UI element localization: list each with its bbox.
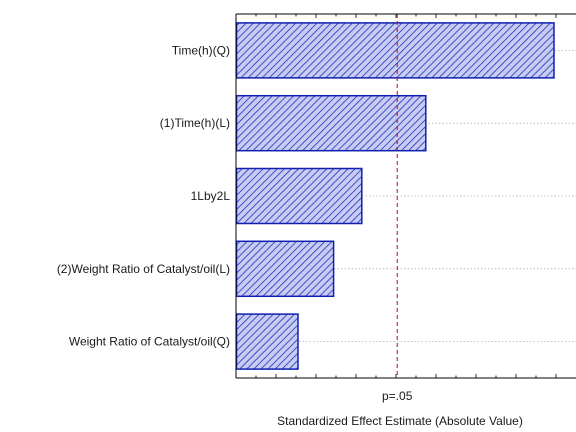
reference-line-label: p=.05 — [382, 389, 413, 403]
bar — [235, 167, 363, 225]
bar — [235, 313, 299, 370]
x-axis-title: Standardized Effect Estimate (Absolute V… — [277, 414, 523, 428]
category-label: Weight Ratio of Catalyst/oil(Q) — [69, 335, 230, 349]
plot-frame — [235, 13, 576, 379]
bar — [235, 240, 335, 298]
bar — [235, 22, 555, 79]
category-label: 1Lby2L — [191, 189, 231, 203]
category-label: (2)Weight Ratio of Catalyst/oil(L) — [57, 262, 230, 276]
category-labels: Time(h)(Q) (1)Time(h)(L) 1Lby2L (2)Weight R… — [57, 43, 231, 348]
reference-line-group: p=.05 — [382, 14, 413, 403]
bar — [235, 94, 427, 152]
category-label: Time(h)(Q) — [172, 43, 230, 57]
bars — [235, 22, 555, 370]
category-label: (1)Time(h)(L) — [160, 116, 230, 130]
